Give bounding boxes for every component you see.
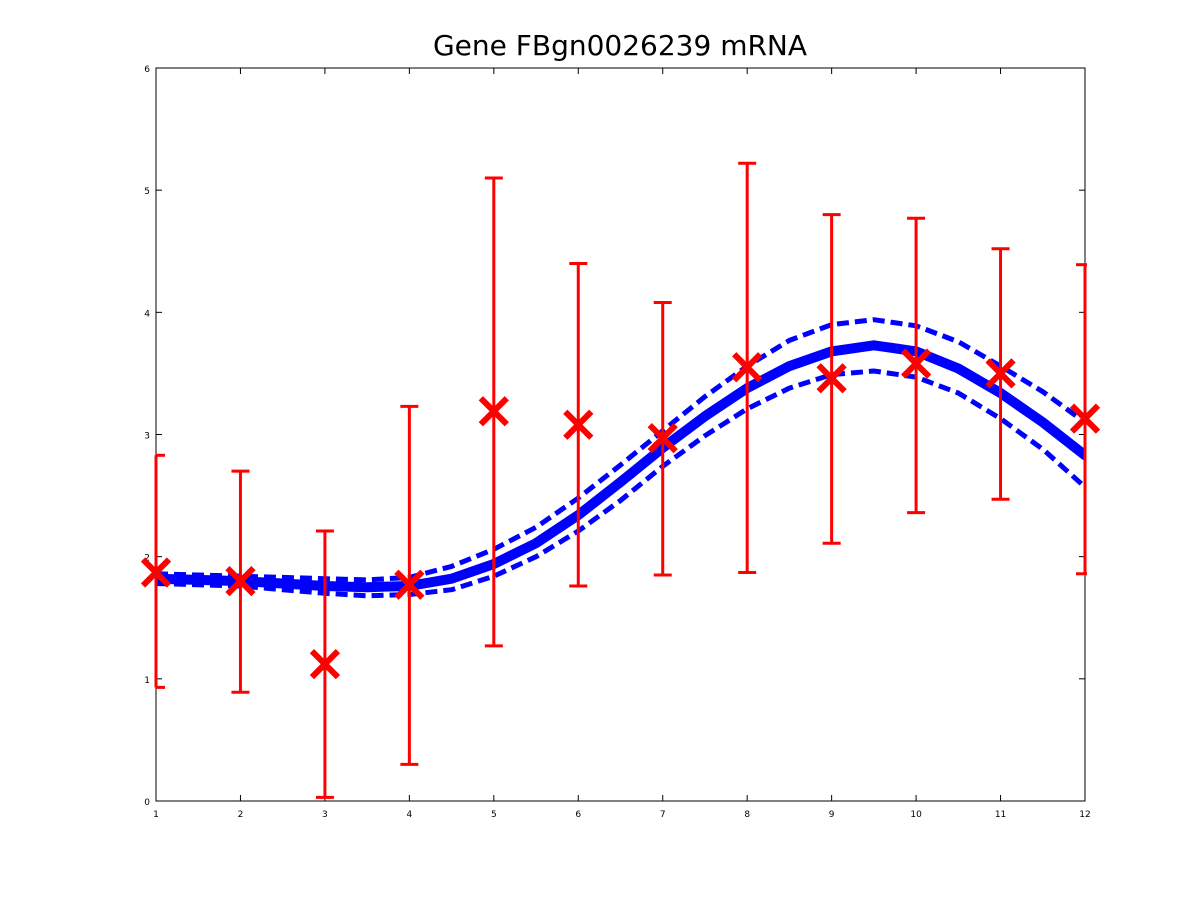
x-tick-label: 7 bbox=[660, 810, 666, 820]
data-point-marker bbox=[140, 557, 172, 588]
x-tick-label: 12 bbox=[1079, 810, 1090, 820]
y-tick-label: 4 bbox=[144, 309, 150, 319]
axes-frame bbox=[155, 67, 1086, 802]
data-point-marker bbox=[647, 423, 678, 454]
x-tick-label: 4 bbox=[406, 810, 412, 820]
data-point-marker bbox=[732, 352, 763, 383]
x-tick-label: 9 bbox=[829, 810, 835, 820]
y-tick-label: 0 bbox=[144, 798, 150, 808]
data-point-marker bbox=[985, 358, 1016, 389]
x-tick-label: 8 bbox=[744, 810, 750, 820]
data-point-marker bbox=[563, 409, 594, 440]
chart-title: Gene FBgn0026239 mRNA bbox=[433, 29, 807, 62]
series-line-model-upper bbox=[156, 317, 1085, 583]
y-tick-label: 6 bbox=[144, 65, 150, 75]
x-tick-label: 5 bbox=[491, 810, 497, 820]
y-tick-label: 5 bbox=[144, 187, 150, 197]
data-point-marker bbox=[309, 649, 341, 680]
data-point-marker bbox=[1069, 403, 1101, 434]
data-point-marker bbox=[816, 363, 847, 394]
data-point-marker bbox=[478, 396, 509, 427]
x-tick-label: 3 bbox=[322, 810, 328, 820]
y-tick-label: 3 bbox=[144, 432, 150, 442]
x-tick-label: 1 bbox=[153, 810, 159, 820]
data-point-marker bbox=[900, 348, 932, 379]
data-point-marker bbox=[225, 565, 256, 597]
x-tick-label: 10 bbox=[910, 810, 922, 820]
data-point-marker bbox=[394, 569, 425, 600]
x-tick-label: 11 bbox=[995, 810, 1006, 820]
x-tick-label: 6 bbox=[575, 810, 581, 820]
x-tick-label: 2 bbox=[238, 810, 244, 820]
y-tick-label: 1 bbox=[144, 676, 150, 686]
series-line-model-lower bbox=[156, 368, 1085, 599]
series-line-model-mean bbox=[156, 340, 1085, 593]
y-tick-label: 2 bbox=[144, 554, 150, 564]
